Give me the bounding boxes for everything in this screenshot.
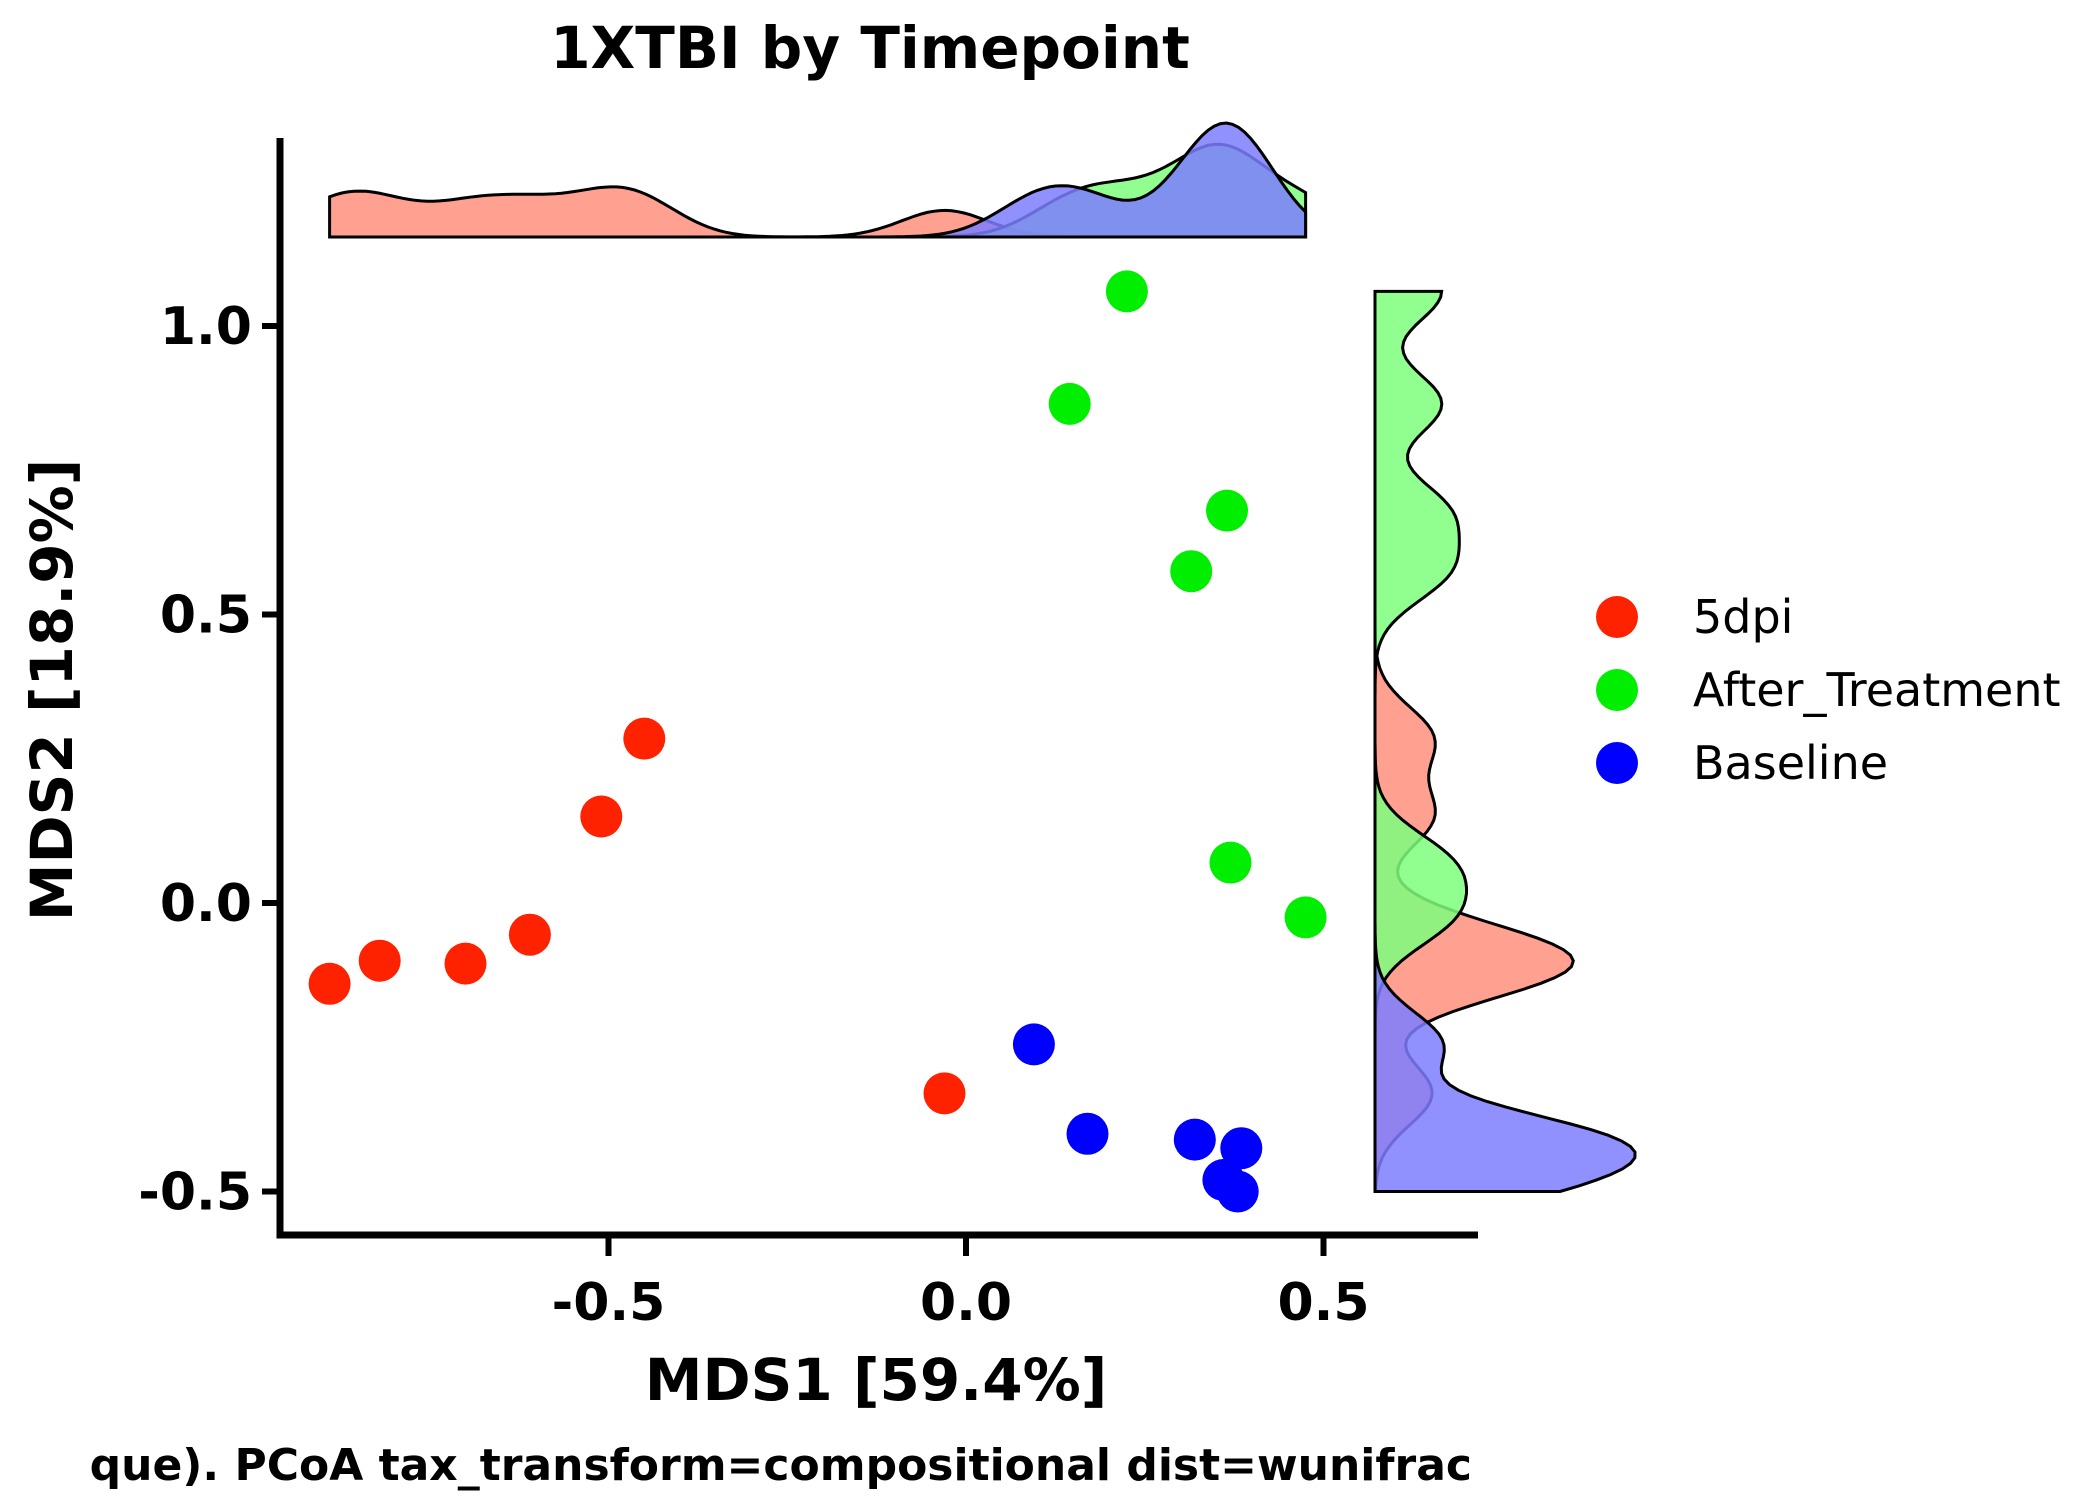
x-tick-label: -0.5 (552, 1273, 666, 1333)
data-point (1066, 1112, 1109, 1155)
data-point (1012, 1023, 1055, 1066)
data-point (308, 962, 351, 1005)
legend-marker (1596, 596, 1638, 638)
y-axis-ticks: -0.5 0.0 0.5 1.0 (138, 297, 280, 1223)
legend-label: Baseline (1693, 736, 1888, 790)
y-tick-label: 0.0 (160, 874, 252, 934)
data-point (1170, 550, 1213, 593)
y-tick-label: 0.5 (160, 586, 252, 646)
data-point (580, 795, 623, 838)
data-point (1173, 1118, 1216, 1161)
legend-marker (1596, 669, 1638, 711)
data-point (358, 939, 401, 982)
legend-label: 5dpi (1693, 590, 1793, 644)
top-marginal-density (328, 121, 1308, 239)
data-point (623, 717, 666, 760)
legend: 5dpi After_Treatment Baseline (1596, 590, 2061, 790)
data-point (1284, 896, 1327, 939)
data-point (1220, 1127, 1263, 1170)
data-point (444, 942, 487, 985)
top-density-curve (329, 121, 1308, 239)
y-tick-label: -0.5 (138, 1163, 252, 1223)
legend-marker (1596, 742, 1638, 784)
data-point (1216, 1170, 1259, 1213)
data-point (1209, 841, 1252, 884)
data-points (308, 270, 1327, 1213)
x-tick-label: 0.0 (920, 1273, 1012, 1333)
chart-title: 1XTBI by Timepoint (550, 14, 1190, 82)
y-tick-label: 1.0 (160, 297, 252, 357)
caption: que). PCoA tax_transform=compositional d… (90, 1440, 1472, 1491)
right-density-curve (1373, 291, 1637, 1193)
right-marginal-density (1373, 289, 1637, 1193)
x-tick-label: 0.5 (1277, 1273, 1369, 1333)
data-point (1206, 489, 1248, 532)
data-point (508, 913, 551, 956)
x-axis-ticks: -0.5 0.0 0.5 (552, 1238, 1370, 1333)
legend-label: After_Treatment (1693, 663, 2061, 717)
data-point (1048, 382, 1091, 425)
data-point (923, 1072, 966, 1115)
x-axis-label: MDS1 [59.4%] (645, 1346, 1107, 1414)
y-axis-label: MDS2 [18.9%] (18, 459, 86, 921)
data-point (1105, 270, 1148, 313)
